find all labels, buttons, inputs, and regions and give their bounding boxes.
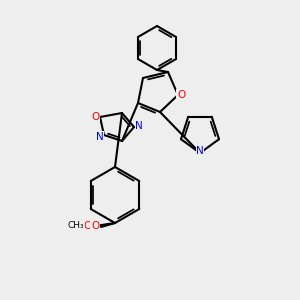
Text: O: O (91, 221, 99, 231)
Text: CH₃: CH₃ (68, 221, 84, 230)
Text: O: O (177, 90, 185, 100)
Text: N: N (96, 132, 104, 142)
Text: N: N (196, 146, 204, 156)
Text: O: O (91, 112, 99, 122)
Text: O: O (83, 221, 91, 231)
Text: N: N (135, 121, 143, 131)
